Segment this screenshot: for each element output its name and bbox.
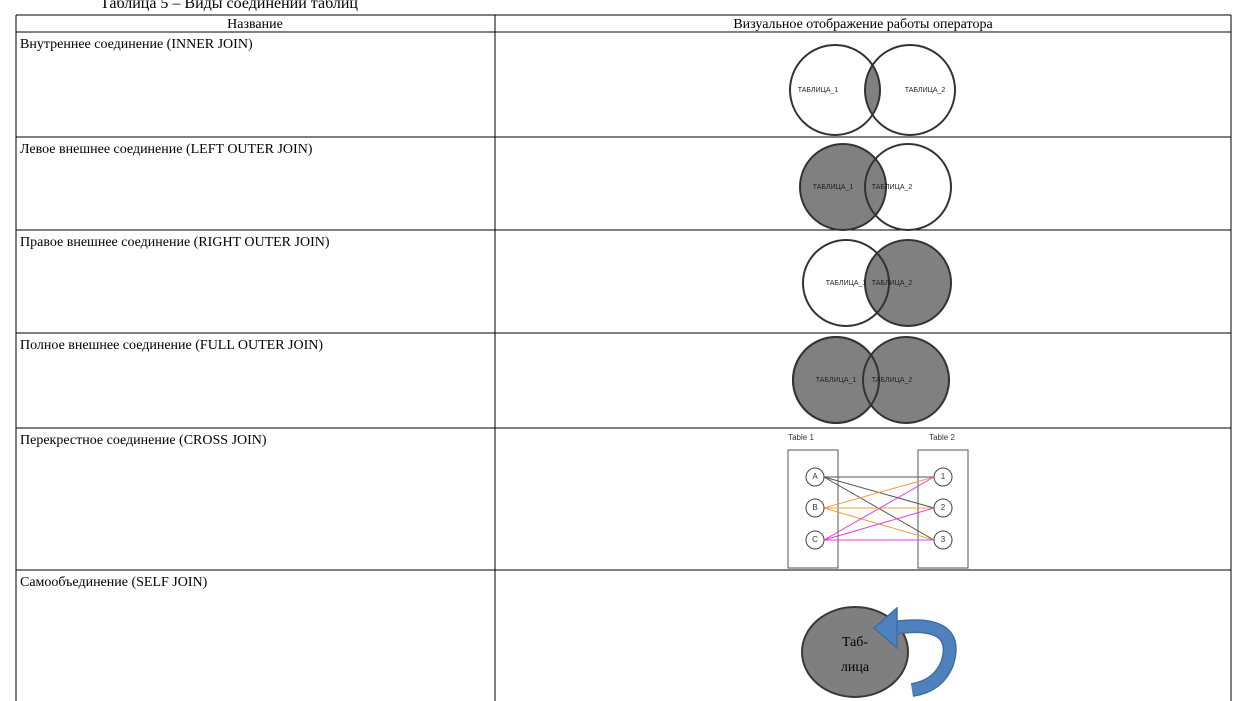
circle	[864, 143, 952, 231]
table-box	[917, 449, 969, 569]
circle	[789, 44, 881, 136]
table-box	[787, 449, 839, 569]
node-label: 1	[941, 472, 946, 481]
venn-right	[802, 239, 952, 327]
header: Название	[227, 17, 283, 32]
node-label: C	[812, 535, 818, 544]
node	[805, 467, 825, 487]
node	[933, 530, 953, 550]
node	[805, 498, 825, 518]
circle	[792, 336, 880, 424]
circle	[802, 239, 890, 327]
arrow	[892, 620, 956, 696]
node-label: B	[812, 503, 817, 512]
self-label: Таб-	[842, 635, 869, 650]
node	[805, 530, 825, 550]
row-name: Полное внешнее соединение (FULL OUTER JO…	[20, 338, 323, 353]
node	[933, 467, 953, 487]
venn-full	[792, 336, 950, 424]
node-label: A	[812, 472, 818, 481]
table-label: Table 1	[788, 433, 814, 442]
nodes	[805, 467, 953, 550]
arrow-head	[872, 606, 898, 650]
table-grid	[15, 14, 1232, 701]
venn-label: ТАБЛИЦА_2	[872, 377, 913, 384]
venn-label: ТАБЛИЦА_1	[798, 87, 839, 94]
row-name: Самообъединение (SELF JOIN)	[20, 575, 208, 590]
venn-label: ТАБЛИЦА_1	[813, 184, 854, 191]
venn-inner	[789, 44, 956, 136]
circle	[799, 143, 887, 231]
node-label: 2	[941, 503, 946, 512]
table-label: Table 2	[929, 433, 955, 442]
row-name: Правое внешнее соединение (RIGHT OUTER J…	[20, 235, 330, 250]
cross-links	[823, 476, 935, 541]
row-name: Левое внешнее соединение (LEFT OUTER JOI…	[20, 142, 313, 157]
caption: Таблица 5 – Виды соединений таблиц	[100, 0, 358, 12]
header: Визуальное отображение работы оператора	[733, 17, 993, 32]
link	[823, 507, 935, 541]
venn-label: ТАБЛИЦА_2	[905, 87, 946, 94]
circle	[864, 239, 952, 327]
circle	[862, 336, 950, 424]
circle	[864, 44, 956, 136]
self-label: лица	[841, 660, 870, 675]
venn-label: ТАБЛИЦА_2	[872, 184, 913, 191]
venn-label: ТАБЛИЦА_1	[816, 377, 857, 384]
link	[823, 476, 935, 541]
link	[823, 476, 935, 509]
node	[933, 498, 953, 518]
venn-label: ТАБЛИЦА_2	[872, 280, 913, 287]
row-name: Внутреннее соединение (INNER JOIN)	[20, 37, 253, 52]
venn-label: ТАБЛИЦА_1	[826, 280, 867, 287]
venn-left	[799, 143, 952, 231]
node-label: 3	[941, 535, 946, 544]
row-name: Перекрестное соединение (CROSS JOIN)	[20, 433, 267, 448]
